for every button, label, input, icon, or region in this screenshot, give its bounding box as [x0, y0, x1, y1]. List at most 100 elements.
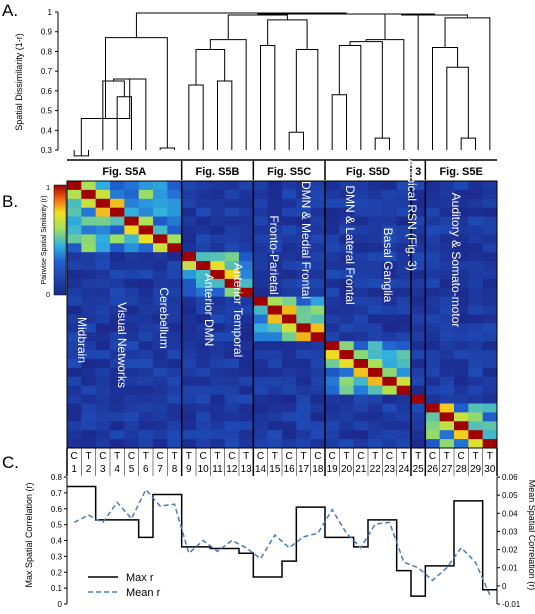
matrix-cell: [382, 439, 397, 449]
matrix-cell: [253, 234, 268, 244]
matrix-cell: [454, 323, 469, 333]
matrix-cell: [67, 189, 82, 200]
matrix-cell: [267, 359, 283, 369]
matrix-cell: [253, 189, 268, 200]
component-type: T: [401, 451, 407, 462]
dendrogram-tick: 0.8: [41, 47, 53, 56]
matrix-cell: [153, 287, 168, 297]
matrix-cell: [153, 341, 168, 351]
matrix-cell: [339, 216, 354, 226]
matrix-cell: [425, 296, 440, 306]
matrix-cell: [468, 296, 483, 306]
matrix-cell: [181, 439, 197, 449]
matrix-cell: [482, 270, 498, 280]
matrix-cell: [425, 323, 440, 333]
matrix-cell: [296, 216, 311, 226]
matrix-cell: [411, 243, 426, 253]
matrix-cell: [454, 332, 469, 342]
matrix-cell: [425, 287, 440, 297]
matrix-cell: [239, 385, 254, 395]
matrix-cell: [411, 181, 426, 191]
matrix-cell: [210, 252, 225, 262]
matrix-cell: [210, 296, 225, 306]
matrix-cell: [382, 243, 397, 253]
matrix-cell: [224, 243, 240, 253]
matrix-cell: [181, 225, 197, 235]
matrix-cell: [339, 430, 354, 440]
matrix-cell: [482, 341, 498, 351]
matrix-cell: [124, 341, 139, 351]
matrix-cell: [454, 278, 469, 289]
matrix-cell: [95, 225, 111, 235]
matrix-cell: [267, 314, 283, 324]
matrix-cell: [95, 350, 111, 360]
colorbar-tick-min: 0: [46, 292, 50, 299]
matrix-cell: [368, 278, 383, 289]
matrix-cell: [95, 367, 111, 378]
matrix-cell: [468, 305, 483, 315]
matrix-cell: [110, 359, 125, 369]
matrix-cell: [224, 207, 240, 217]
network-label: Atypical RSN (Fig. 3): [405, 159, 419, 271]
matrix-cell: [110, 270, 125, 280]
matrix-cell: [138, 430, 154, 440]
matrix-cell: [95, 323, 111, 333]
matrix-cell: [67, 341, 82, 351]
matrix-cell: [439, 252, 455, 262]
matrix-cell: [325, 341, 340, 351]
matrix-cell: [267, 225, 283, 235]
matrix-cell: [110, 314, 125, 324]
matrix-cell: [138, 403, 154, 413]
matrix-cell: [224, 376, 240, 386]
matrix-cell: [167, 359, 182, 369]
matrix-cell: [439, 225, 455, 235]
dendrogram-link: [460, 137, 476, 150]
matrix-cell: [81, 252, 96, 262]
matrix-cell: [239, 287, 254, 297]
matrix-cell: [439, 270, 455, 280]
matrix-cell: [339, 421, 354, 431]
matrix-cell: [310, 439, 326, 449]
matrix-cell: [110, 296, 125, 306]
matrix-cell: [425, 412, 440, 422]
matrix-cell: [196, 314, 211, 324]
matrix-cell: [368, 439, 383, 449]
matrix-cell: [81, 207, 96, 217]
left-tick: 0.1: [51, 584, 63, 593]
similarity-matrix: [66, 180, 498, 449]
matrix-cell: [468, 270, 483, 280]
matrix-cell: [81, 234, 96, 244]
matrix-cell: [353, 359, 369, 369]
matrix-cell: [454, 225, 469, 235]
matrix-cell: [296, 359, 311, 369]
matrix-cell: [181, 189, 197, 200]
matrix-cell: [310, 359, 326, 369]
matrix-cell: [296, 234, 311, 244]
matrix-cell: [210, 385, 225, 395]
matrix-cell: [454, 341, 469, 351]
matrix-cell: [353, 181, 369, 191]
matrix-cell: [296, 430, 311, 440]
matrix-cell: [267, 323, 283, 333]
matrix-cell: [468, 225, 483, 235]
matrix-cell: [296, 341, 311, 351]
matrix-cell: [382, 278, 397, 289]
matrix-cell: [224, 278, 240, 289]
matrix-cell: [339, 225, 354, 235]
matrix-cell: [95, 207, 111, 217]
matrix-cell: [124, 305, 139, 315]
matrix-cell: [325, 198, 340, 208]
matrix-cell: [482, 430, 498, 440]
matrix-cell: [253, 403, 268, 413]
matrix-cell: [81, 314, 96, 324]
matrix-cell: [282, 376, 297, 386]
matrix-cell: [81, 439, 96, 449]
matrix-cell: [210, 394, 225, 404]
matrix-cell: [325, 359, 340, 369]
matrix-cell: [396, 394, 412, 404]
matrix-cell: [67, 385, 82, 395]
matrix-cell: [439, 403, 455, 413]
matrix-cell: [224, 225, 240, 235]
matrix-cell: [482, 412, 498, 422]
matrix-cell: [153, 439, 168, 449]
